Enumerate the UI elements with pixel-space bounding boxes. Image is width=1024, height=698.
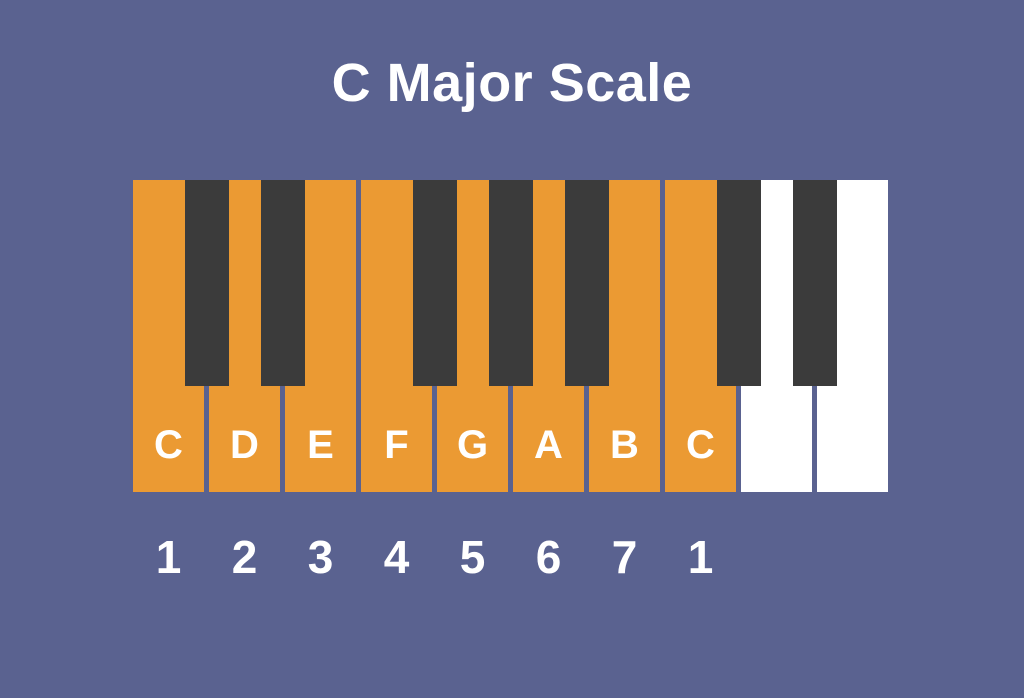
black-key [261, 180, 305, 386]
scale-degree-1: 1 [133, 530, 204, 584]
black-key [717, 180, 761, 386]
black-key [489, 180, 533, 386]
piano-keyboard: CDEFGABC [133, 180, 891, 492]
scale-degree-4: 4 [361, 530, 432, 584]
note-label-d: D [230, 423, 259, 468]
note-label-f: F [384, 423, 408, 468]
scale-degree-6: 6 [513, 530, 584, 584]
scale-degree-2: 2 [209, 530, 280, 584]
scale-degree-7: 7 [589, 530, 660, 584]
scale-degrees-row: 12345671 [133, 530, 891, 590]
note-label-g: G [457, 423, 488, 468]
page-title: C Major Scale [0, 52, 1024, 114]
note-label-a: A [534, 423, 563, 468]
black-key [793, 180, 837, 386]
scale-degree-3: 3 [285, 530, 356, 584]
note-label-e: E [307, 423, 334, 468]
scale-degree-1: 1 [665, 530, 736, 584]
note-label-c: C [154, 423, 183, 468]
note-label-c: C [686, 423, 715, 468]
scale-degree-5: 5 [437, 530, 508, 584]
black-key [565, 180, 609, 386]
black-key [413, 180, 457, 386]
note-label-b: B [610, 423, 639, 468]
black-key [185, 180, 229, 386]
